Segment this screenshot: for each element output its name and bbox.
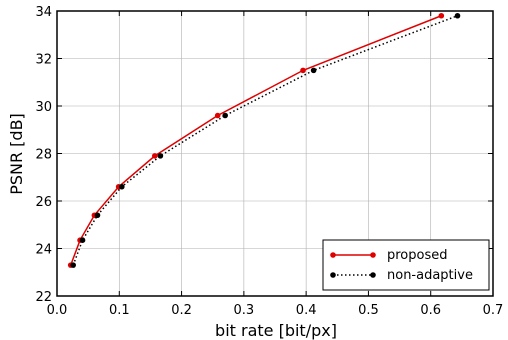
x-tick-label: 0.5	[358, 303, 379, 318]
legend-box	[322, 239, 490, 291]
y-tick-label: 22	[35, 290, 52, 305]
series-line-non-adaptive	[72, 15, 458, 266]
legend-label-non-adaptive: non-adaptive	[387, 268, 473, 283]
data-point-proposed	[300, 67, 306, 74]
y-axis-title: PSNR [dB]	[7, 113, 26, 195]
x-tick-label: 0.7	[483, 303, 504, 318]
plot-frame	[56, 10, 494, 297]
data-point-non-adaptive	[310, 67, 317, 74]
legend-marker-non-adaptive	[330, 272, 336, 278]
x-tick-label: 0.4	[296, 303, 317, 318]
data-point-non-adaptive	[222, 112, 228, 119]
data-point-non-adaptive	[70, 262, 76, 268]
x-axis-title: bit rate [bit/px]	[215, 321, 337, 340]
grid-lines	[56, 10, 494, 297]
data-point-proposed	[438, 12, 445, 19]
legend: proposed non-adaptive	[322, 239, 490, 291]
data-point-non-adaptive	[79, 237, 86, 243]
legend-marker-proposed	[330, 252, 336, 258]
series-line-proposed	[70, 15, 442, 266]
x-tick-label: 0.0	[47, 303, 68, 318]
x-tick-label: 0.2	[171, 303, 192, 318]
x-tick-label: 0.1	[109, 303, 130, 318]
y-tick-label: 24	[35, 243, 52, 258]
y-tick-label: 30	[35, 100, 52, 115]
x-tick-label: 0.6	[420, 303, 441, 318]
x-tick-label: 0.3	[234, 303, 255, 318]
axis-ticks: 0.0 0.1 0.2 0.3 0.4 0.5 0.6 0.7 22 24 26 28 30 32 34	[35, 5, 503, 318]
y-tick-label: 32	[35, 53, 52, 68]
series-layer	[67, 12, 461, 268]
data-point-proposed	[151, 153, 158, 159]
legend-marker-non-adaptive	[370, 272, 376, 278]
data-point-non-adaptive	[118, 183, 125, 190]
data-point-proposed	[214, 112, 221, 119]
y-tick-label: 28	[35, 148, 52, 163]
y-tick-label: 34	[35, 5, 52, 20]
y-tick-label: 26	[35, 195, 52, 210]
data-point-non-adaptive	[94, 212, 101, 219]
data-point-non-adaptive	[157, 153, 164, 159]
legend-marker-proposed	[370, 252, 376, 258]
legend-label-proposed: proposed	[387, 248, 448, 263]
data-point-non-adaptive	[454, 12, 461, 19]
